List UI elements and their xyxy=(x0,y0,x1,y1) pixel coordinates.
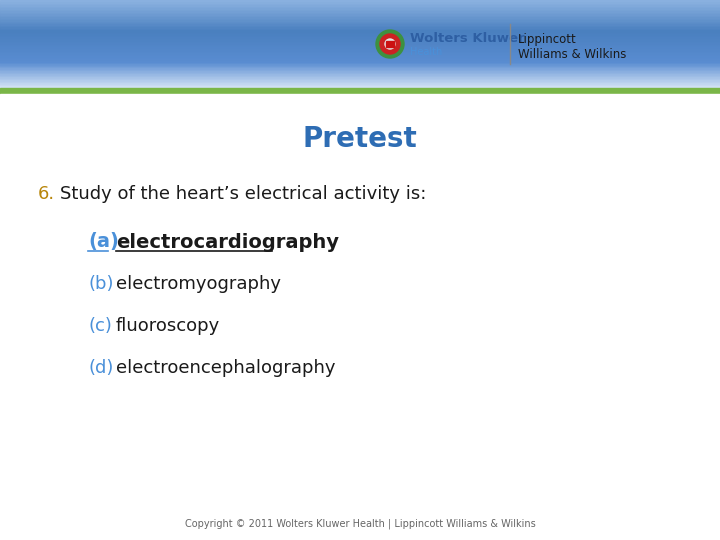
Bar xyxy=(0,75,720,76)
Bar xyxy=(0,24,720,26)
Bar xyxy=(0,59,720,62)
Bar xyxy=(0,76,720,78)
Bar xyxy=(0,20,720,22)
Bar xyxy=(0,35,720,37)
Text: fluoroscopy: fluoroscopy xyxy=(116,317,220,335)
Bar xyxy=(0,7,720,9)
Bar xyxy=(0,44,720,45)
Bar xyxy=(0,1,720,3)
Circle shape xyxy=(376,30,404,58)
Bar xyxy=(0,23,720,25)
Bar xyxy=(0,13,720,15)
Bar xyxy=(0,10,720,12)
Bar xyxy=(0,51,720,53)
Bar xyxy=(0,40,720,43)
Bar xyxy=(0,0,720,2)
Bar xyxy=(0,70,720,72)
Bar xyxy=(0,86,720,88)
Bar xyxy=(0,65,720,68)
Bar xyxy=(0,88,720,94)
Bar xyxy=(0,52,720,54)
Bar xyxy=(0,33,720,35)
Text: (a): (a) xyxy=(88,233,119,252)
Text: Health: Health xyxy=(410,47,442,57)
Bar xyxy=(0,79,720,80)
Bar xyxy=(0,94,720,540)
Bar xyxy=(0,54,720,56)
Bar xyxy=(0,48,720,50)
Bar xyxy=(0,17,720,19)
Bar xyxy=(0,18,720,21)
Text: Study of the heart’s electrical activity is:: Study of the heart’s electrical activity… xyxy=(60,185,426,203)
Text: 6.: 6. xyxy=(38,185,55,203)
Text: Williams & Wilkins: Williams & Wilkins xyxy=(518,48,626,60)
Text: Wolters Kluwer: Wolters Kluwer xyxy=(410,31,525,44)
Bar xyxy=(0,36,720,38)
Bar xyxy=(0,58,720,60)
Text: electroencephalography: electroencephalography xyxy=(116,359,336,377)
Bar xyxy=(0,64,720,66)
Bar xyxy=(0,14,720,16)
Bar xyxy=(0,61,720,63)
Bar xyxy=(0,83,720,85)
Text: Pretest: Pretest xyxy=(302,125,418,153)
Bar xyxy=(0,28,720,29)
Bar xyxy=(0,45,720,47)
Bar xyxy=(0,32,720,33)
Bar xyxy=(0,38,720,39)
Circle shape xyxy=(385,39,395,49)
Bar xyxy=(0,73,720,75)
Text: Lippincott: Lippincott xyxy=(518,33,577,46)
Bar xyxy=(0,71,720,73)
Bar xyxy=(0,3,720,4)
Bar xyxy=(0,67,720,69)
Bar xyxy=(0,77,720,79)
Bar xyxy=(0,63,720,65)
Bar xyxy=(0,11,720,13)
Bar xyxy=(0,85,720,86)
Bar xyxy=(0,39,720,41)
Text: (c): (c) xyxy=(88,317,112,335)
Bar xyxy=(0,55,720,57)
Bar xyxy=(0,5,720,8)
Circle shape xyxy=(380,34,400,54)
Text: Copyright © 2011 Wolters Kluwer Health | Lippincott Williams & Wilkins: Copyright © 2011 Wolters Kluwer Health |… xyxy=(184,519,536,529)
Bar xyxy=(0,30,720,32)
Bar xyxy=(0,69,720,70)
Bar xyxy=(386,41,394,47)
Bar xyxy=(0,82,720,84)
Bar xyxy=(0,57,720,59)
Bar xyxy=(0,80,720,82)
Text: electromyography: electromyography xyxy=(116,275,281,293)
Bar xyxy=(0,29,720,31)
Bar xyxy=(0,22,720,23)
Bar xyxy=(0,16,720,18)
Bar xyxy=(0,49,720,51)
Bar xyxy=(0,42,720,44)
Text: (d): (d) xyxy=(88,359,113,377)
Bar xyxy=(0,4,720,6)
Text: electrocardiography: electrocardiography xyxy=(116,233,339,252)
Bar xyxy=(0,26,720,28)
Bar xyxy=(0,8,720,10)
Bar xyxy=(0,46,720,49)
Text: (b): (b) xyxy=(88,275,114,293)
